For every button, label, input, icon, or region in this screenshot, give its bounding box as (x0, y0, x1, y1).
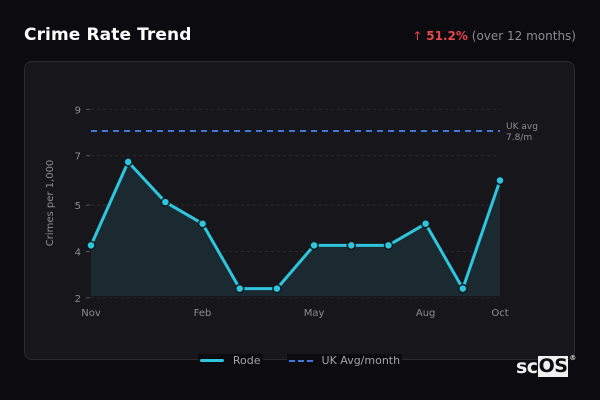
y-tick-label: 5 (75, 201, 81, 212)
y-axis-label: Crimes per 1,000 (45, 160, 56, 247)
data-point[interactable] (123, 157, 133, 167)
change-indicator: ↑ 51.2% (over 12 months) (412, 29, 576, 43)
scos-logo: sc OS ® (516, 354, 576, 378)
x-axis: Nov Feb May Aug Oct (81, 308, 508, 319)
data-point[interactable] (420, 218, 431, 229)
data-point[interactable] (234, 283, 245, 294)
uk-avg-annotation: UK avg 7.8/m (506, 122, 538, 143)
change-percent: 51.2% (426, 29, 468, 43)
data-point[interactable] (495, 175, 505, 186)
data-point[interactable] (272, 283, 282, 294)
data-point[interactable] (309, 240, 319, 251)
registered-mark-icon: ® (569, 354, 576, 362)
data-point[interactable] (86, 240, 96, 251)
y-tick-label: 4 (75, 248, 81, 259)
y-tick-label: 7 (75, 152, 81, 163)
legend-label: UK Avg/month (321, 354, 401, 367)
logo-text: sc (516, 356, 538, 378)
x-tick-label: May (304, 308, 325, 319)
y-tick-label: 2 (75, 294, 81, 305)
x-tick-label: Aug (416, 308, 436, 319)
series-line-rode (89, 160, 502, 291)
y-tick-label: 9 (75, 105, 81, 116)
uk-avg-label: UK avg (506, 122, 538, 132)
y-axis: 2 4 5 7 9 (75, 105, 90, 305)
x-tick-label: Nov (81, 308, 101, 319)
solid-line-swatch-icon (199, 359, 224, 362)
logo-text-inverted: OS (537, 355, 569, 377)
x-tick-label: Feb (194, 308, 212, 319)
series-area-fill (91, 161, 500, 296)
legend-label: Rode (232, 354, 261, 367)
data-point[interactable] (160, 197, 171, 207)
data-point[interactable] (383, 240, 394, 251)
page-title: Crime Rate Trend (24, 25, 192, 45)
trend-up-icon: ↑ (412, 29, 423, 43)
data-point[interactable] (346, 240, 357, 251)
legend-item-uk-avg[interactable]: UK Avg/month (286, 354, 403, 367)
legend: Rode UK Avg/month (0, 354, 600, 367)
change-period: (over 12 months) (471, 29, 576, 43)
dashed-line-swatch-icon (288, 359, 313, 362)
legend-item-rode[interactable]: Rode (197, 354, 263, 367)
data-point[interactable] (458, 283, 468, 294)
uk-avg-value: 7.8/m (506, 133, 532, 143)
x-tick-label: Oct (491, 308, 508, 319)
data-points (86, 157, 505, 294)
data-point[interactable] (197, 218, 208, 229)
